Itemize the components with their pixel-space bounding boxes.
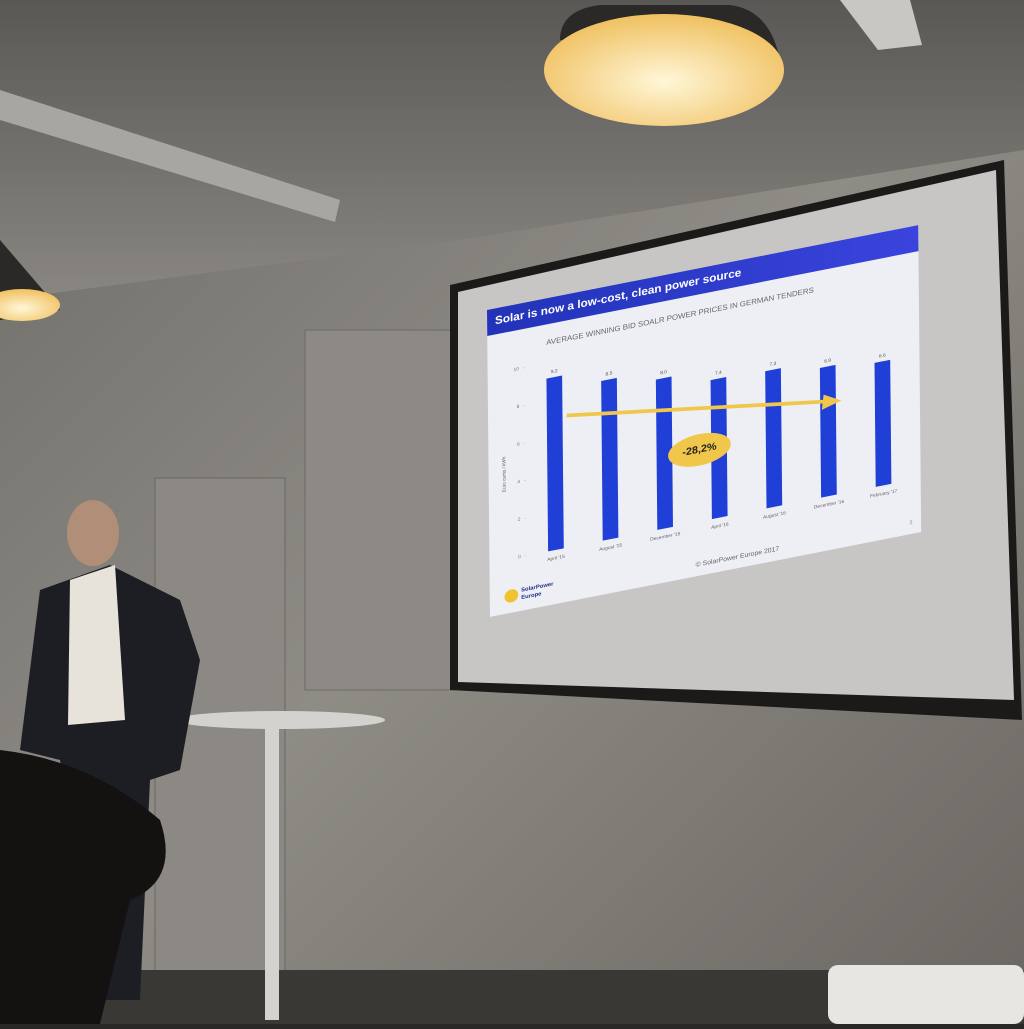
presenter-shirt xyxy=(68,565,125,725)
y-tick-label: 2 xyxy=(518,517,521,523)
presenter-head xyxy=(67,500,119,566)
table-top xyxy=(175,711,385,729)
y-tick-label: 10 xyxy=(514,366,520,373)
bar xyxy=(546,375,563,551)
page-number: 3 xyxy=(909,520,912,526)
bar xyxy=(875,360,892,487)
table-leg xyxy=(265,725,279,1020)
y-axis-label: Euro cents / kWh xyxy=(501,456,507,493)
y-tick-label: 4 xyxy=(517,479,520,485)
y-tick-label: 0 xyxy=(518,554,521,560)
lamp-light xyxy=(544,14,784,126)
projector xyxy=(828,965,1024,1024)
bar xyxy=(765,368,782,508)
window-blind xyxy=(305,330,455,690)
bar xyxy=(820,365,837,498)
bar xyxy=(601,378,618,541)
y-tick-label: 8 xyxy=(517,404,520,410)
y-tick-label: 6 xyxy=(517,441,520,447)
